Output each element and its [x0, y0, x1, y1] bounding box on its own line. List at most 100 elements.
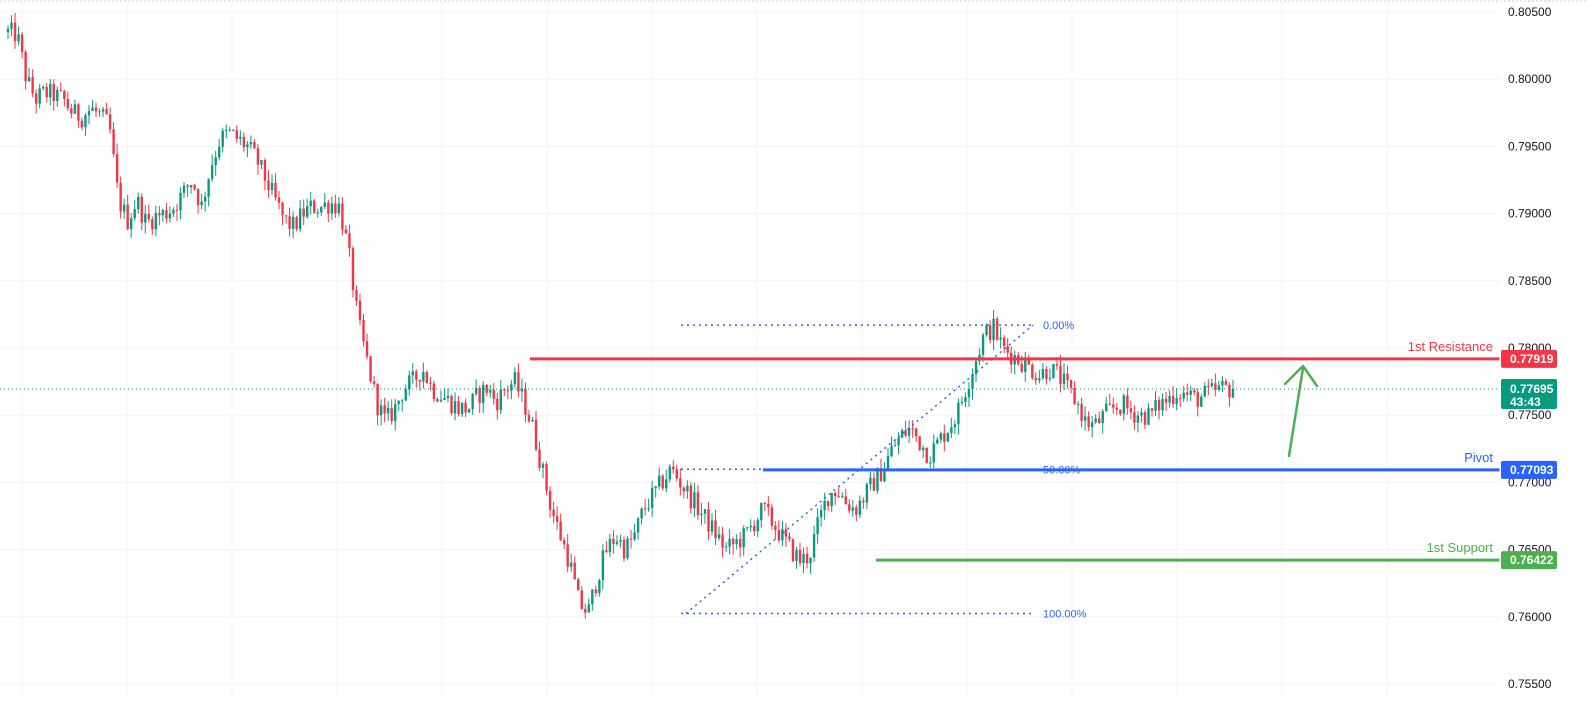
y-tick-label: 0.79000	[1508, 207, 1552, 221]
y-tick-label: 0.80500	[1508, 5, 1552, 19]
candle-bull	[886, 456, 890, 470]
candle-bull	[84, 115, 87, 128]
candle-bull	[1083, 416, 1087, 421]
candle-bull	[1041, 368, 1045, 379]
candle-bull	[809, 557, 812, 564]
candle-bull	[161, 210, 165, 216]
candle-bull	[936, 439, 939, 444]
candle-bear	[1186, 392, 1189, 395]
candle-bull	[615, 541, 619, 544]
candle-bear	[629, 538, 633, 540]
candle-bear	[193, 185, 196, 190]
candle-bear	[165, 210, 168, 219]
candle-bull	[724, 546, 728, 548]
candle-bear	[1080, 403, 1083, 421]
candle-bull	[929, 462, 932, 464]
candle-bear	[855, 507, 858, 515]
candle-bear	[277, 197, 281, 203]
candle-bear	[485, 384, 488, 393]
candle-bear	[20, 34, 24, 52]
candle-bear	[140, 196, 143, 223]
candle-bull	[422, 371, 425, 382]
candle-bear	[267, 180, 270, 191]
candle-bear	[362, 319, 365, 342]
candle-bear	[837, 496, 840, 498]
candle-bull	[703, 509, 707, 514]
candle-bull	[1189, 390, 1192, 395]
candle-bear	[622, 540, 626, 559]
candle-bull	[665, 479, 668, 489]
candle-bear	[1034, 377, 1038, 381]
candle-bull	[541, 464, 545, 468]
support-price-text: 0.76422	[1510, 553, 1554, 567]
candle-bull	[291, 217, 295, 229]
candle-bull	[122, 204, 126, 212]
candle-bear	[503, 389, 506, 391]
candle-bull	[964, 397, 967, 403]
candle-bear	[334, 203, 337, 214]
candle-bear	[506, 390, 510, 392]
candle-bull	[1136, 415, 1140, 423]
support-price-tag[interactable]: 0.76422	[1501, 551, 1557, 570]
candle-bull	[654, 486, 657, 488]
candle-bull	[38, 88, 41, 104]
candle-bear	[879, 468, 883, 482]
candle-bull	[260, 160, 263, 165]
pivot-price-text: 0.77093	[1510, 463, 1554, 477]
candle-bear	[376, 383, 379, 416]
candle-bear	[242, 136, 246, 148]
candle-bear	[911, 428, 914, 430]
candle-bull	[974, 361, 978, 375]
candle-bull	[749, 525, 752, 528]
candle-bear	[943, 433, 946, 442]
price-axis[interactable]: 0.805000.800000.795000.790000.785000.780…	[1499, 0, 1557, 696]
candle-bull	[591, 589, 594, 605]
candle-bear	[418, 379, 422, 382]
candle-bull	[608, 538, 612, 553]
candle-bear	[605, 550, 608, 553]
candle-bear	[1119, 409, 1122, 414]
candle-bear	[457, 401, 460, 415]
candle-bear	[70, 108, 73, 114]
candle-bull	[686, 485, 689, 492]
candle-bull	[1210, 383, 1214, 387]
candle-bull	[203, 196, 207, 202]
candle-bull	[168, 213, 172, 219]
candle-bull	[900, 429, 904, 438]
candle-bear	[429, 382, 432, 384]
candle-bull	[228, 129, 231, 131]
arrow-head	[1283, 364, 1319, 388]
candle-bear	[13, 22, 17, 42]
candle-bear	[594, 589, 598, 594]
pivot-price-tag[interactable]: 0.77093	[1501, 460, 1557, 479]
candle-bull	[453, 401, 457, 414]
candle-bull	[953, 424, 957, 428]
candle-bull	[337, 203, 341, 214]
candle-bull	[1161, 398, 1164, 411]
candle-bear	[151, 219, 154, 230]
candle-bull	[781, 528, 784, 541]
candle-bull	[200, 201, 203, 206]
candle-bear	[119, 182, 122, 212]
candles	[6, 13, 1235, 619]
candle-bull	[439, 399, 443, 402]
candle-bear	[1133, 412, 1136, 423]
candle-bull	[239, 136, 242, 139]
candle-bear	[1224, 381, 1228, 385]
candle-bull	[957, 402, 960, 425]
resistance-price-tag[interactable]: 0.77919	[1501, 349, 1557, 368]
candle-bear	[355, 290, 358, 301]
candle-bull	[858, 500, 862, 515]
candle-bear	[496, 398, 499, 411]
candle-bear	[196, 189, 200, 206]
candle-bear	[344, 229, 348, 234]
candle-bull	[851, 507, 854, 511]
candle-bear	[1027, 358, 1030, 365]
candle-bull	[510, 384, 513, 391]
candle-bear	[1115, 407, 1118, 410]
candle-bear	[232, 129, 235, 131]
current-price-bg	[1501, 378, 1557, 409]
